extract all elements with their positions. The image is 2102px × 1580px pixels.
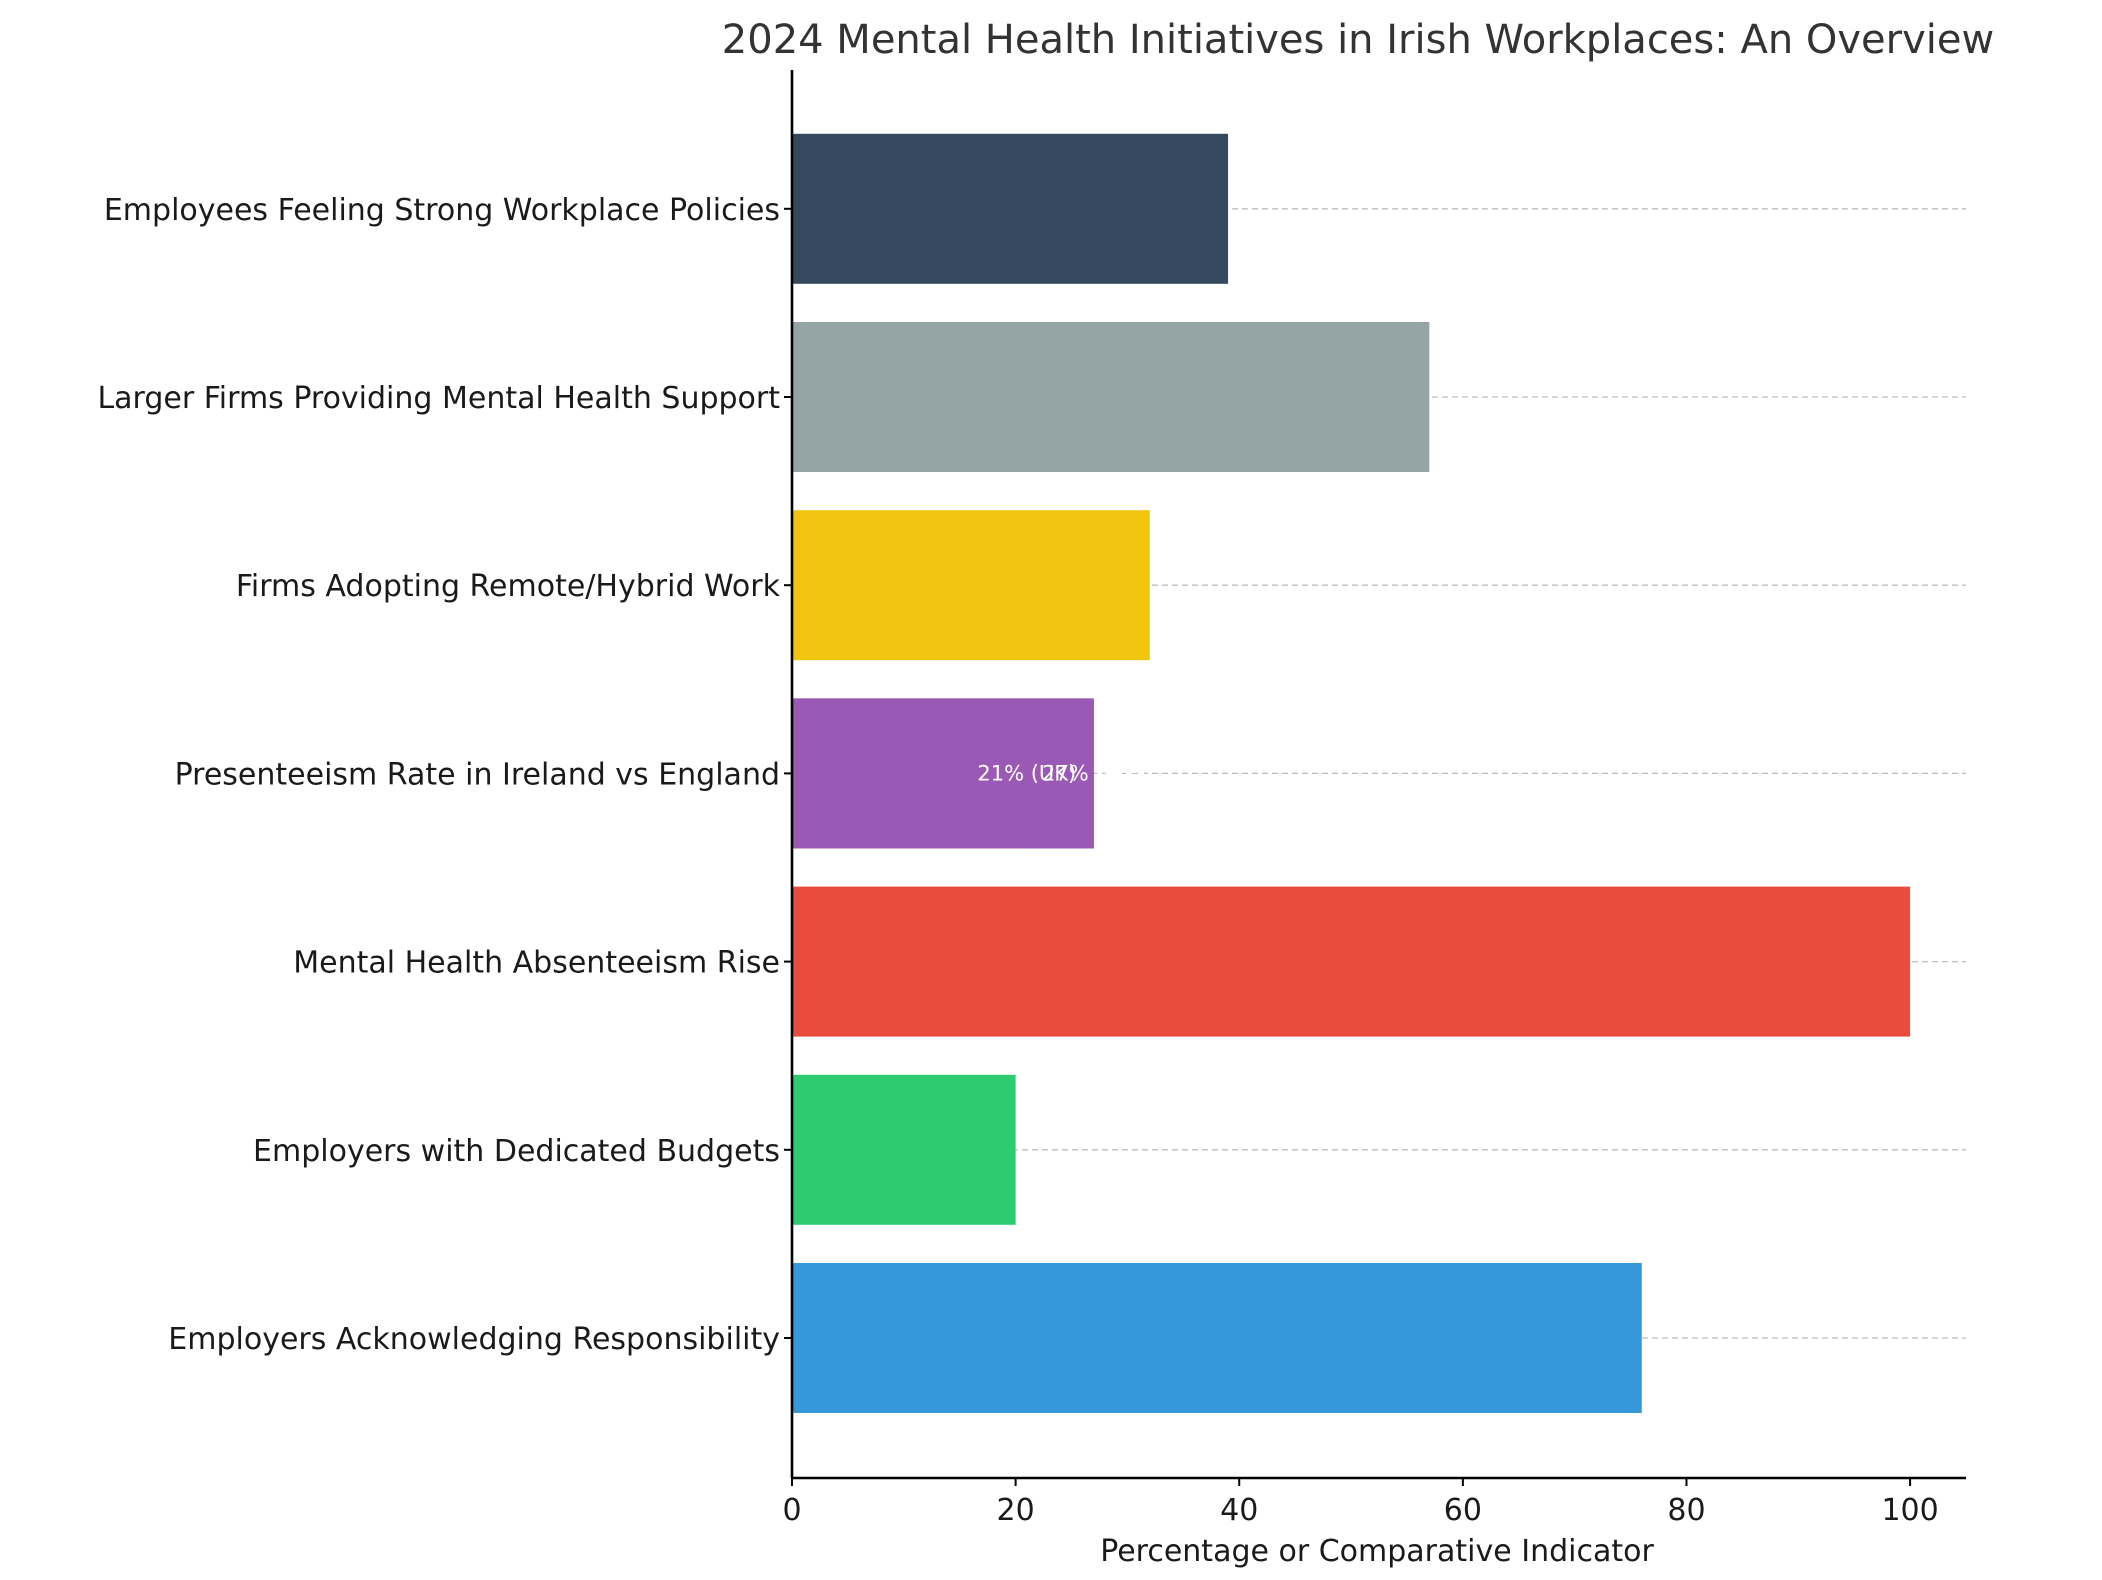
x-axis-ticks: 0 20 40 60 80 100	[782, 1478, 1939, 1528]
bar-label-27-ire: 27% (IRE)	[1042, 761, 1146, 785]
bar-employees-feeling-strong-workplace-policies	[792, 133, 1229, 284]
bar-employers-with-dedicated-budgets	[792, 1074, 1016, 1225]
y-tick-label-employees-feeling-strong-workplace-policies: Employees Feeling Strong Workplace Polic…	[104, 193, 780, 228]
x-tick-label-0: 0	[782, 1493, 801, 1528]
y-tick-label-mental-health-absenteeism-rise: Mental Health Absenteeism Rise	[293, 946, 780, 981]
y-tick-label-larger-firms-providing-mental-health-support: Larger Firms Providing Mental Health Sup…	[97, 381, 780, 416]
x-tick-label-80: 80	[1667, 1493, 1705, 1528]
y-tick-label-presenteeism-rate-in-ireland-vs-england: Presenteeism Rate in Ireland vs England	[175, 757, 780, 792]
bar-mental-health-absenteeism-rise	[792, 886, 1911, 1037]
bar-segment-27-ire	[1026, 698, 1094, 849]
chart-title: 2024 Mental Health Initiatives in Irish …	[722, 17, 1994, 63]
y-tick-label-employers-acknowledging-responsibility: Employers Acknowledging Responsibility	[168, 1322, 780, 1357]
bar-firms-adopting-remote-hybrid-work	[792, 510, 1150, 661]
bar-larger-firms-providing-mental-health-support	[792, 322, 1430, 472]
x-axis-title: Percentage or Comparative Indicator	[1100, 1534, 1654, 1569]
y-tick-label-employers-with-dedicated-budgets: Employers with Dedicated Budgets	[253, 1134, 780, 1169]
x-tick-label-20: 20	[997, 1493, 1035, 1528]
y-tick-label-firms-adopting-remote-hybrid-work: Firms Adopting Remote/Hybrid Work	[236, 569, 781, 604]
bars	[792, 133, 1911, 1413]
x-tick-label-100: 100	[1881, 1493, 1938, 1528]
bar-employers-acknowledging-responsibility	[792, 1263, 1642, 1413]
y-axis-labels: Employers Acknowledging Responsibility Em…	[97, 193, 792, 1357]
x-tick-label-60: 60	[1444, 1493, 1482, 1528]
bar-label-21-uk: 21% (UK)	[977, 761, 1076, 785]
x-tick-label-40: 40	[1220, 1493, 1258, 1528]
bar-labels: 21% (UK)27% (IRE)	[977, 761, 1145, 785]
